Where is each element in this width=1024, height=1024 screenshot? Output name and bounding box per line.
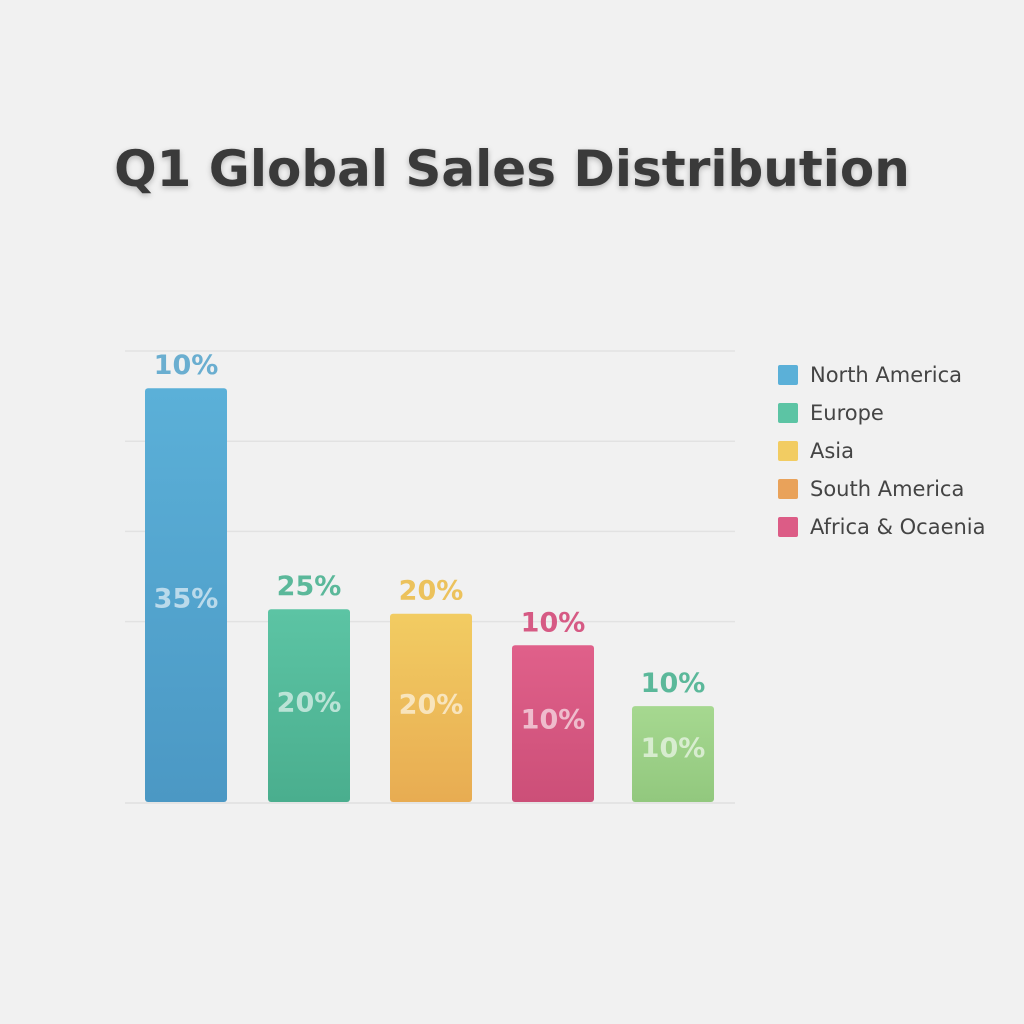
legend: North America Europe Asia South America … (778, 356, 986, 546)
bar-top-label: 10% (521, 607, 586, 638)
chart-title: Q1 Global Sales Distribution (114, 140, 910, 198)
bar-top-label: 25% (277, 571, 342, 602)
legend-item: South America (778, 470, 986, 508)
bar (390, 613, 472, 802)
legend-label: Europe (810, 401, 884, 425)
bar (145, 388, 227, 802)
bar-inner-label: 20% (277, 687, 342, 718)
bar (268, 609, 350, 802)
bar-top-label: 10% (154, 350, 219, 381)
legend-swatch (778, 517, 798, 537)
bar-inner-label: 10% (641, 733, 706, 764)
legend-label: North America (810, 363, 963, 387)
legend-label: South America (810, 477, 965, 501)
bar-inner-label: 20% (399, 690, 464, 721)
legend-swatch (778, 441, 798, 461)
legend-label: Asia (810, 439, 855, 463)
legend-item: Asia (778, 432, 986, 470)
bar-inner-label: 10% (521, 704, 586, 735)
legend-swatch (778, 403, 798, 423)
bar (512, 645, 594, 802)
legend-swatch (778, 479, 798, 499)
legend-item: Europe (778, 394, 986, 432)
bar (632, 706, 714, 802)
legend-item: Africa & Ocaenia (778, 508, 986, 546)
bar-inner-label: 35% (154, 584, 219, 615)
legend-label: Africa & Ocaenia (810, 515, 986, 539)
bar-top-label: 10% (641, 668, 706, 699)
bar-top-label: 20% (399, 576, 464, 607)
legend-swatch (778, 365, 798, 385)
legend-item: North America (778, 356, 986, 394)
